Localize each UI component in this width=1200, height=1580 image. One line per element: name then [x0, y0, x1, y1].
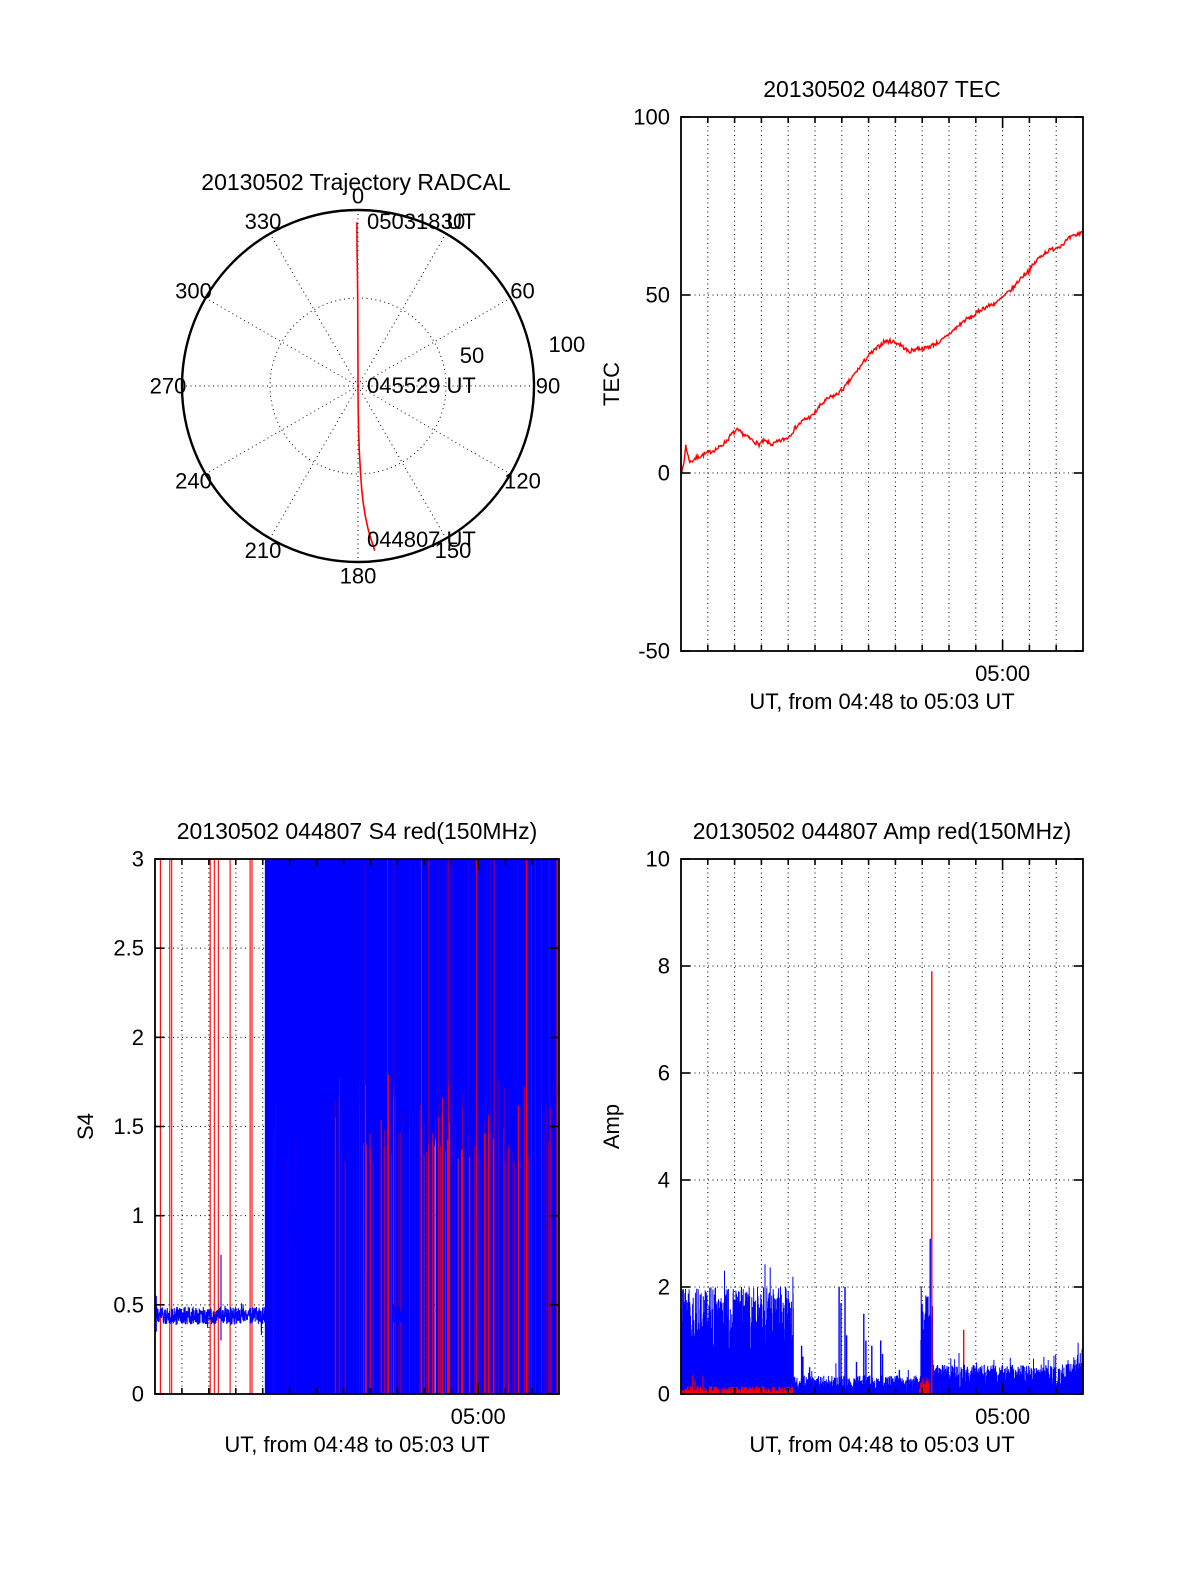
- angle-tick-label: 180: [340, 564, 377, 589]
- amp-spikes: [800, 1287, 901, 1394]
- y-tick-label: 1.5: [113, 1114, 144, 1139]
- radial-tick-label: 100: [549, 332, 586, 357]
- angle-tick-label: 210: [245, 538, 282, 563]
- angle-tick-label: 120: [504, 469, 541, 494]
- angle-tick-label: 90: [536, 374, 560, 399]
- tec-line: [680, 230, 1084, 476]
- angle-tick-label: 300: [175, 279, 212, 304]
- y-tick-label: 2: [132, 1025, 144, 1050]
- x-tick-label: 05:00: [451, 1404, 506, 1429]
- annotation-time-mid: 045529 UT: [367, 373, 476, 398]
- trajectory-track: [356, 222, 376, 551]
- s4-baseline-trace: [154, 1303, 273, 1336]
- tec-chart: -50 0 50 100 05:00 UT, from 04:48 to 05:03 UT…: [599, 76, 1084, 714]
- y-axis-label: TEC: [599, 362, 624, 406]
- y-tick-label: 2.5: [113, 936, 144, 961]
- s4-blue-spikes: [155, 1254, 222, 1341]
- angle-tick-label: 60: [510, 279, 534, 304]
- y-tick-label: 8: [658, 954, 670, 979]
- y-axis-label: Amp: [599, 1104, 624, 1149]
- x-axis-label: UT, from 04:48 to 05:03 UT: [224, 1432, 489, 1457]
- x-axis-label: UT, from 04:48 to 05:03 UT: [749, 689, 1014, 714]
- axes-frame: 0 2 4 6 8 10 05:00 UT, from 04:48 to 05:03 UT Am…: [599, 818, 1084, 1457]
- s4-chart: 0 0.5 1 1.5 2 2.5 3 05:00 UT, from 04:48 to 05:0…: [73, 818, 560, 1457]
- y-tick-label: 100: [633, 105, 670, 130]
- y-axis-label: S4: [73, 1113, 98, 1140]
- s4-baseline-trace: [290, 1211, 303, 1246]
- y-tick-label: 1: [132, 1203, 144, 1228]
- angle-tick-label: 240: [175, 469, 212, 494]
- y-tick-label: 50: [646, 283, 670, 308]
- y-tick-label: 2: [658, 1275, 670, 1300]
- chart-title: 20130502 044807 S4 red(150MHz): [177, 818, 538, 844]
- angle-tick-label: 0: [352, 184, 364, 209]
- chart-title: 20130502 044807 Amp red(150MHz): [693, 818, 1071, 844]
- amp-chart: 0 2 4 6 8 10 05:00 UT, from 04:48 to 05:03 UT Am…: [599, 818, 1084, 1457]
- angle-tick-label: 270: [150, 374, 187, 399]
- x-axis-label: UT, from 04:48 to 05:03 UT: [749, 1432, 1014, 1457]
- angle-tick-label: 30: [441, 209, 465, 234]
- radial-tick-label: 50: [460, 343, 484, 368]
- x-tick-label: 05:00: [975, 1404, 1030, 1429]
- s4-blue-samples: [264, 859, 560, 1394]
- y-tick-label: 0: [132, 1382, 144, 1407]
- y-tick-label: 0.5: [113, 1292, 144, 1317]
- angle-tick-label: 330: [245, 209, 282, 234]
- y-tick-label: 3: [132, 847, 144, 872]
- s4-baseline-trace: [392, 1303, 406, 1325]
- angle-tick-label: 150: [435, 538, 472, 563]
- y-tick-label: -50: [638, 639, 670, 664]
- axes-frame: -50 0 50 100 05:00 UT, from 04:48 to 05:03 UT…: [599, 76, 1084, 714]
- y-tick-label: 10: [646, 847, 670, 872]
- chart-title: 20130502 Trajectory RADCAL: [201, 169, 511, 195]
- chart-title: 20130502 044807 TEC: [763, 76, 1000, 102]
- y-tick-label: 0: [658, 1382, 670, 1407]
- amp-noise-band: [932, 1342, 1084, 1394]
- axes-frame: 0 0.5 1 1.5 2 2.5 3 05:00 UT, from 04:48 to 05:0…: [73, 818, 560, 1457]
- y-tick-label: 0: [658, 461, 670, 486]
- x-tick-label: 05:00: [975, 661, 1030, 686]
- annotation-time-end: 044807 UT: [367, 527, 476, 552]
- y-tick-label: 4: [658, 1168, 670, 1193]
- trajectory-polar-chart: 0 30 60 90 120 150 180 210 240 270 300 330 50 100 2013…: [150, 169, 586, 589]
- annotation-time-start: 050318 UT: [367, 209, 476, 234]
- y-tick-label: 6: [658, 1061, 670, 1086]
